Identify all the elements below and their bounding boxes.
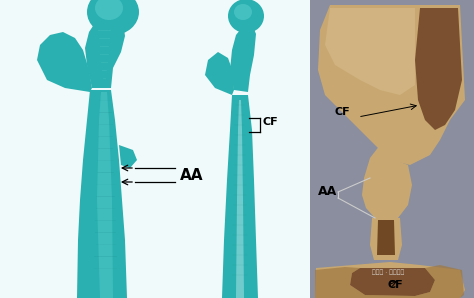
Polygon shape [37,32,92,92]
Bar [310,0,474,298]
Text: CF: CF [263,117,279,127]
Polygon shape [119,145,137,168]
Ellipse shape [234,4,252,20]
Polygon shape [315,265,464,298]
Polygon shape [350,268,435,296]
Text: AA: AA [318,185,337,198]
Polygon shape [236,100,244,298]
Text: CF: CF [388,280,404,290]
Text: CF: CF [335,107,351,117]
Text: AA: AA [180,167,203,182]
Polygon shape [415,8,462,130]
Polygon shape [315,262,465,298]
Polygon shape [222,95,258,298]
Bar [310,0,474,298]
Ellipse shape [87,0,139,35]
Polygon shape [230,24,256,92]
Ellipse shape [228,0,264,33]
Ellipse shape [95,0,123,20]
Polygon shape [325,8,415,95]
Text: 公众号 · 骨零年代: 公众号 · 骨零年代 [372,269,404,275]
Polygon shape [370,218,402,260]
Polygon shape [318,5,465,165]
Polygon shape [205,52,234,95]
Polygon shape [97,92,113,298]
Bar [0,0,310,298]
Polygon shape [377,220,395,255]
Polygon shape [362,145,412,222]
Polygon shape [77,90,127,298]
Polygon shape [85,14,125,88]
